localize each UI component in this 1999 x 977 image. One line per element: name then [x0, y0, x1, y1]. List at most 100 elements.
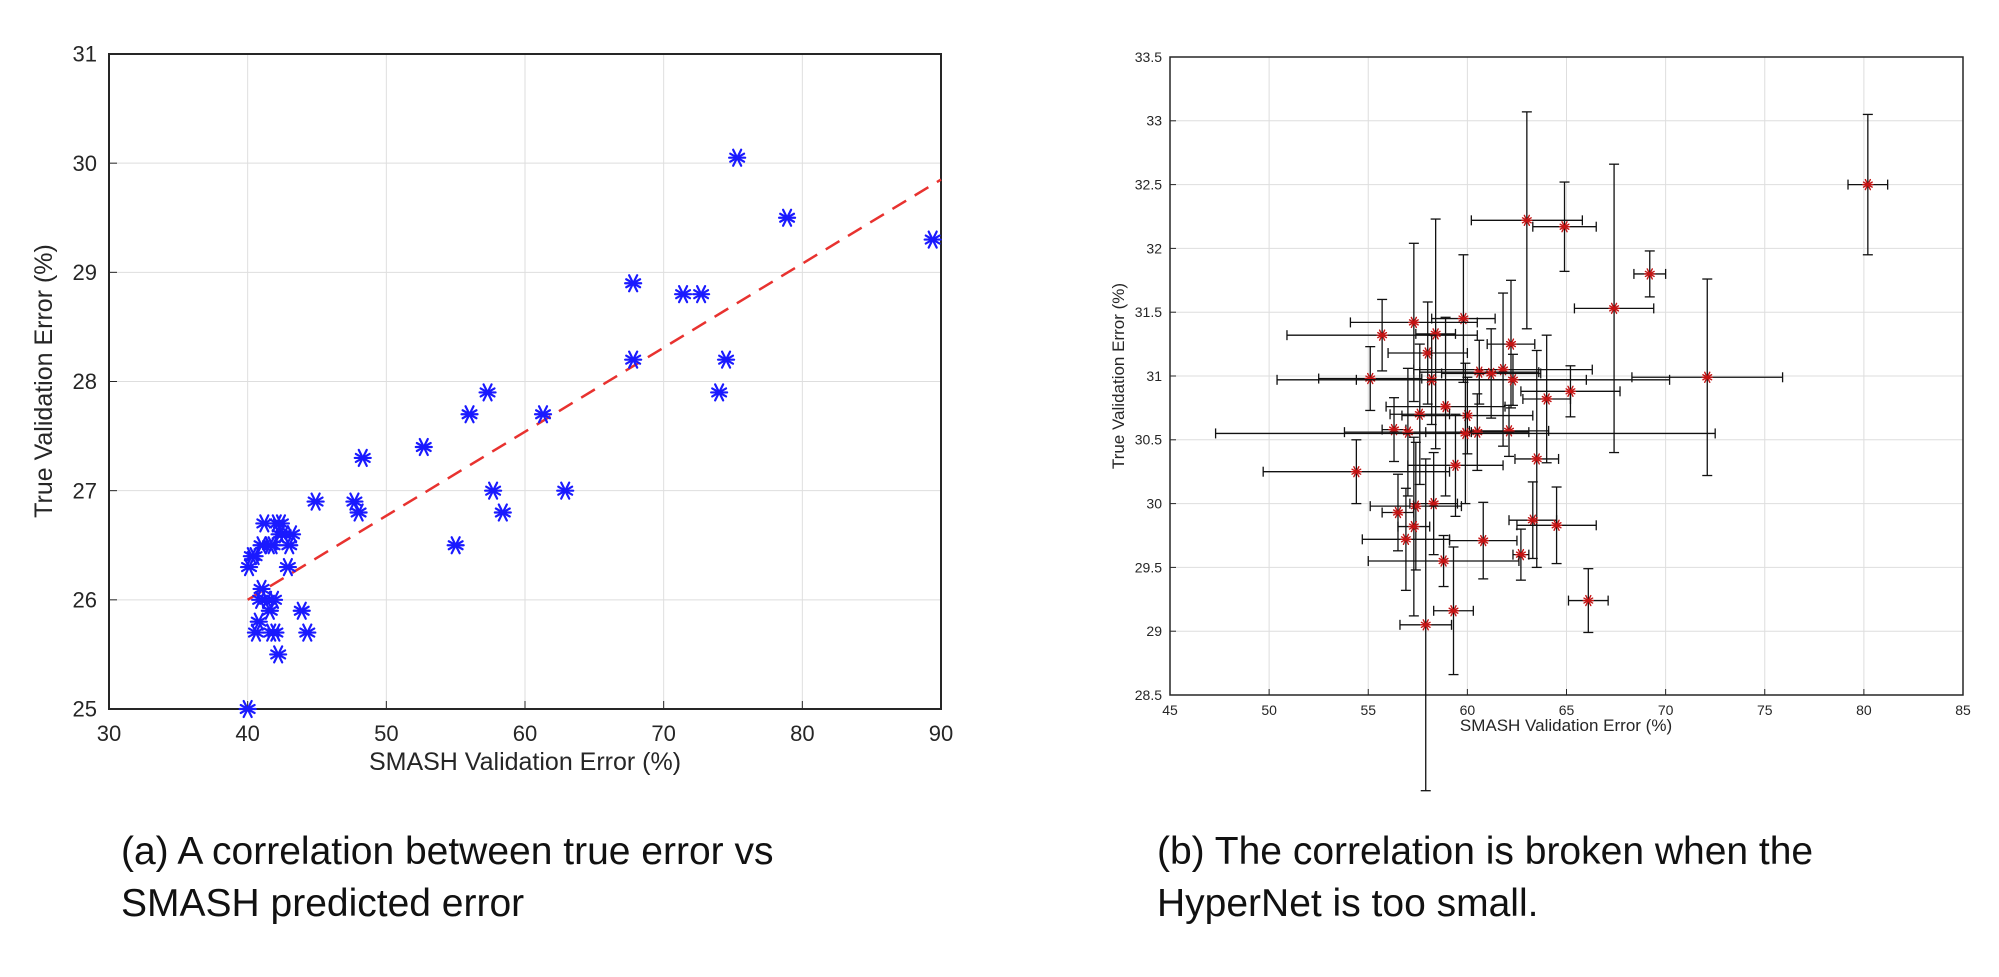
data-point	[280, 536, 299, 555]
data-point	[306, 492, 325, 511]
caption-a-line-1: (a) A correlation between true error vs	[121, 830, 774, 873]
data-point	[271, 514, 291, 533]
data-point-with-errorbars	[1512, 528, 1530, 581]
data-point	[478, 383, 497, 402]
data-point	[349, 503, 368, 522]
data-point	[1862, 178, 1874, 191]
x-tick-label: 70	[1658, 702, 1674, 718]
data-point-with-errorbars	[1532, 181, 1597, 273]
data-point	[1437, 555, 1450, 567]
data-point	[255, 514, 274, 533]
data-point	[1531, 453, 1543, 465]
data-point	[1564, 385, 1577, 398]
y-tick-label: 30	[1146, 496, 1162, 512]
x-tick-labels-b: 45 50 55 60 65 70 75 80 85	[1162, 702, 1971, 718]
data-point-with-errorbars	[1214, 362, 1716, 505]
data-point	[414, 437, 433, 457]
y-tick-label: 29	[73, 260, 97, 285]
data-point	[246, 623, 266, 642]
data-point-with-errorbars	[1318, 346, 1423, 412]
y-tick-label: 29.5	[1135, 559, 1162, 575]
data-point-with-errorbars	[1349, 242, 1478, 403]
data-point	[716, 350, 736, 369]
data-point-with-errorbars	[1431, 254, 1496, 384]
data-point-with-errorbars	[1413, 292, 1593, 447]
data-point	[260, 601, 279, 620]
data-point	[1459, 427, 1472, 440]
data-point	[249, 612, 268, 631]
x-tick-label: 45	[1162, 702, 1178, 718]
data-point	[1408, 520, 1420, 533]
y-axis-label-b: True Validation Error (%)	[1109, 283, 1128, 469]
y-tick-label: 28	[73, 369, 97, 394]
data-point-with-errorbars	[1847, 113, 1889, 256]
x-tick-labels-a: 30 40 50 60 70 80 90	[97, 721, 953, 746]
x-tick-label: 65	[1559, 702, 1575, 718]
data-point-with-errorbars	[1355, 353, 1671, 406]
data-point-with-errorbars	[1522, 334, 1572, 464]
data-point	[1376, 329, 1388, 341]
x-tick-label: 80	[790, 721, 814, 746]
data-point-with-errorbars	[1385, 316, 1506, 497]
data-point-with-errorbars	[1361, 487, 1451, 592]
caption-a-line-2: SMASH predicted error	[121, 882, 525, 925]
y-tick-label: 26	[73, 588, 97, 613]
data-point	[728, 148, 747, 167]
data-point	[624, 350, 643, 369]
y-tick-label: 33.5	[1135, 49, 1162, 65]
data-point	[493, 503, 512, 522]
data-point	[264, 590, 284, 609]
data-point-with-errorbars	[1367, 534, 1520, 588]
y-tick-label: 32.5	[1135, 177, 1162, 193]
data-point	[446, 536, 465, 555]
data-point	[1540, 393, 1553, 405]
data-point-with-errorbars	[1514, 349, 1560, 569]
data-point	[484, 481, 503, 500]
data-point	[269, 645, 288, 664]
plot-frame-b	[1169, 56, 1964, 696]
data-point	[1477, 534, 1489, 547]
data-point-with-errorbars	[1401, 376, 1534, 455]
x-tick-label: 50	[1261, 702, 1277, 718]
data-point	[1408, 316, 1420, 329]
x-tick-label: 85	[1955, 702, 1971, 718]
x-tick-label: 70	[651, 721, 675, 746]
data-point	[1505, 338, 1517, 350]
data-point-with-errorbars	[1387, 301, 1469, 405]
y-tick-label: 33	[1146, 113, 1162, 129]
data-point	[298, 623, 317, 642]
scatter-chart-a: 30 40 50 60 70 80 90 25 26 27 28 29 30 31 SMASH Vali…	[30, 42, 953, 776]
y-tick-labels-a: 25 26 27 28 29 30 31	[73, 42, 97, 722]
data-point-with-errorbars	[1470, 111, 1584, 330]
x-tick-label: 55	[1360, 702, 1376, 718]
caption-b-line-1: (b) The correlation is broken when the	[1157, 830, 1814, 873]
data-point	[556, 481, 575, 500]
data-point-with-errorbars	[1286, 298, 1478, 372]
fit-line	[247, 178, 942, 601]
data-point	[777, 208, 797, 227]
data-point-with-errorbars	[1520, 365, 1621, 418]
data-point	[245, 547, 264, 566]
y-tick-label: 29	[1146, 623, 1162, 639]
data-point	[692, 285, 711, 304]
x-tick-label: 80	[1856, 702, 1872, 718]
data-point	[263, 536, 282, 555]
data-point-with-errorbars	[1397, 436, 1431, 617]
data-point-with-errorbars	[1573, 163, 1655, 454]
x-axis-label-b: SMASH Validation Error (%)	[1460, 716, 1672, 735]
data-point	[533, 405, 553, 424]
data-point	[1527, 514, 1539, 526]
y-tick-label: 25	[73, 697, 97, 722]
data-point	[282, 525, 302, 544]
data-points-b	[1214, 111, 1889, 792]
caption-a: (a) A correlation between true error vs …	[121, 826, 773, 930]
data-point-with-errorbars	[1633, 250, 1667, 298]
data-point	[1392, 506, 1404, 519]
data-point	[1439, 400, 1452, 413]
data-point-with-errorbars	[1567, 568, 1609, 634]
x-tick-label: 90	[929, 721, 953, 746]
caption-b-line-2: HyperNet is too small.	[1157, 882, 1539, 925]
data-point-with-errorbars	[1440, 328, 1542, 419]
data-point	[923, 230, 942, 249]
data-point-with-errorbars	[1516, 486, 1597, 565]
